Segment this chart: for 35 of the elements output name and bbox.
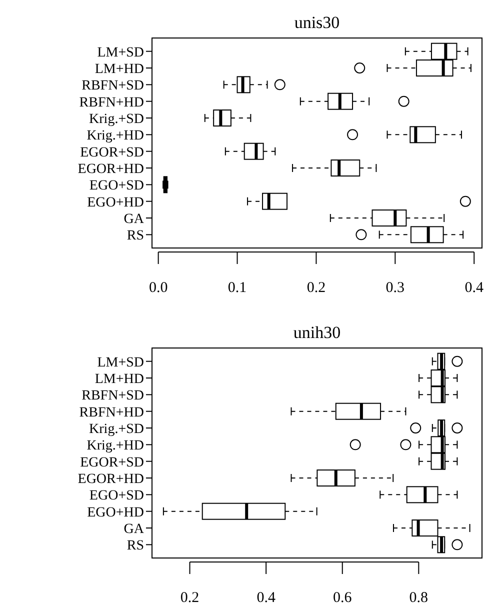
y-tick-label: EGOR+HD xyxy=(78,472,144,487)
y-tick-label: LM+SD xyxy=(97,355,144,370)
y-tick-label: Krig.+HD xyxy=(86,438,144,454)
x-tick-label: 0.4 xyxy=(256,590,276,606)
y-tick-label: RS xyxy=(126,228,144,244)
y-tick-label: RBFN+HD xyxy=(79,95,144,110)
y-tick-label: RBFN+HD xyxy=(79,405,144,420)
y-tick-label: RS xyxy=(126,538,144,554)
x-tick-label: 0.3 xyxy=(386,280,405,296)
y-tick-label: EGO+SD xyxy=(89,178,144,194)
y-tick-label: GA xyxy=(124,522,145,537)
y-tick-label: EGO+HD xyxy=(87,195,144,210)
chart-title: unis30 xyxy=(294,13,340,32)
x-tick-label: 0.8 xyxy=(409,590,428,606)
y-tick-label: LM+HD xyxy=(94,372,144,387)
y-tick-label: EGO+HD xyxy=(87,505,144,520)
x-tick-label: 0.6 xyxy=(332,590,352,606)
y-tick-label: LM+SD xyxy=(97,45,144,60)
y-tick-label: RBFN+SD xyxy=(82,388,144,404)
x-tick-label: 0.1 xyxy=(228,280,247,296)
y-tick-label: Krig.+HD xyxy=(86,128,144,144)
y-tick-label: LM+HD xyxy=(94,62,144,77)
y-tick-label: EGO+SD xyxy=(89,488,144,504)
chart-title: unih30 xyxy=(293,323,341,342)
y-tick-label: Krig.+SD xyxy=(89,422,144,437)
y-tick-label: EGOR+HD xyxy=(78,162,144,177)
x-tick-label: 0.0 xyxy=(148,280,168,296)
y-tick-label: EGOR+SD xyxy=(80,455,144,470)
x-tick-label: 0.4 xyxy=(464,280,484,296)
x-tick-label: 0.2 xyxy=(180,590,200,606)
y-tick-label: GA xyxy=(124,212,145,227)
y-tick-label: RBFN+SD xyxy=(82,78,144,94)
y-tick-label: EGOR+SD xyxy=(80,145,144,160)
x-tick-label: 0.2 xyxy=(306,280,326,296)
y-tick-label: Krig.+SD xyxy=(89,112,144,127)
